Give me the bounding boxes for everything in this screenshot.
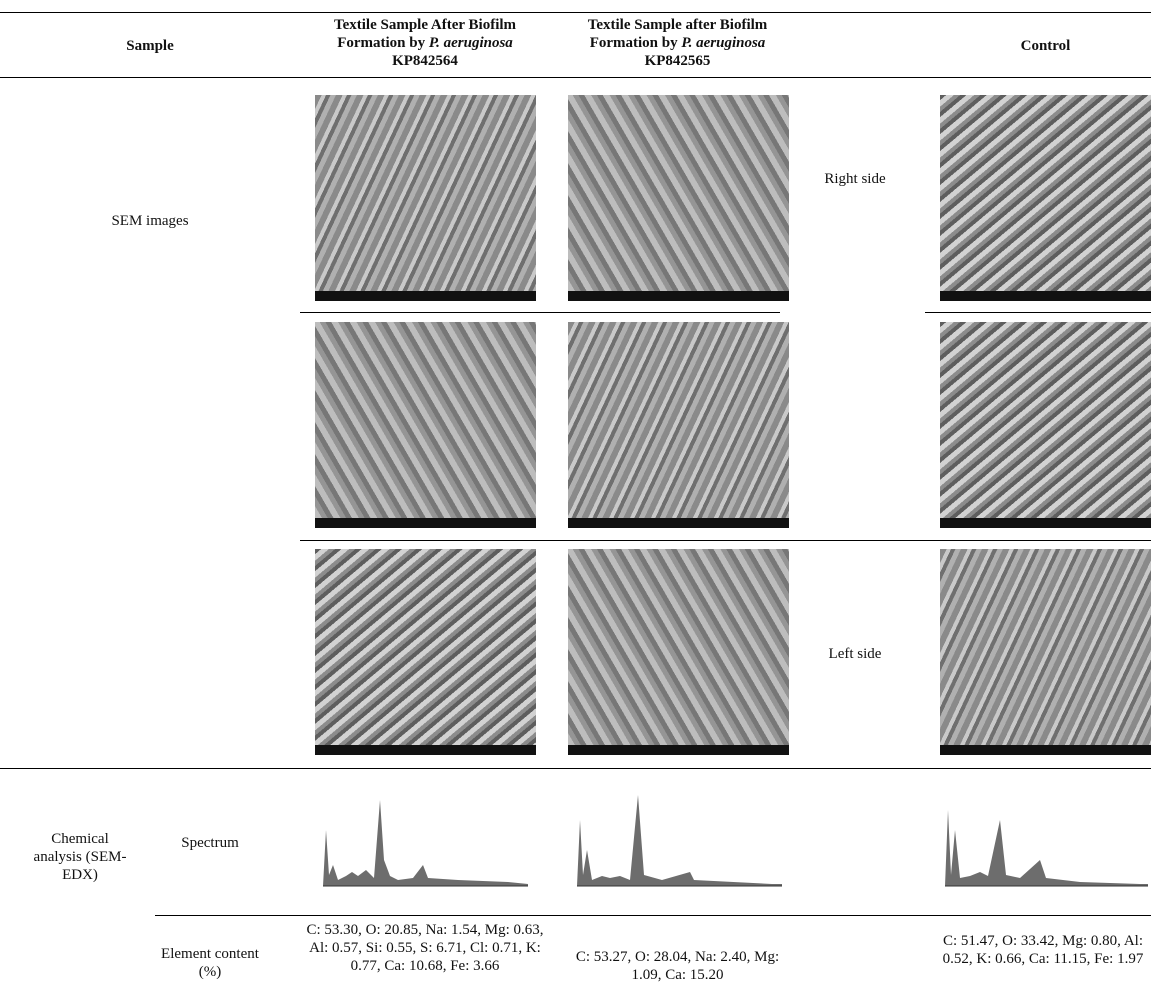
spectrum-image [572,780,787,890]
text: P. aeruginosa [429,35,513,51]
header-rule [0,77,1151,78]
sem-image [315,322,536,528]
chem-label: Chemical analysis (SEM-EDX) [30,830,130,884]
sem-label: SEM images [0,212,300,230]
sem-image [568,322,789,528]
row-rule [300,312,780,313]
header-col2: Textile Sample after Biofilm Formation b… [560,16,795,70]
element-values: C: 51.47, O: 33.42, Mg: 0.80, Al: 0.52, … [935,932,1151,968]
row-rule [925,312,1151,313]
sem-image [940,95,1151,301]
top-rule [0,12,1151,13]
sem-image [568,549,789,755]
page: Sample Textile Sample After Biofilm Form… [0,0,1151,1002]
sem-image [940,322,1151,528]
text: KP842564 [392,53,458,69]
sem-image [568,95,789,301]
sem-image [315,549,536,755]
header-sample: Sample [0,37,300,55]
text: KP842565 [645,53,711,69]
element-label: Element content (%) [155,945,265,981]
right-side-label: Right side [800,170,910,188]
row-rule [300,540,1151,541]
spectrum-image [940,780,1151,890]
row-rule [155,915,1151,916]
spectrum-label: Spectrum [155,834,265,852]
sem-image [315,95,536,301]
spectrum-image [318,780,533,890]
text: P. aeruginosa [681,35,765,51]
header-col1: Textile Sample After Biofilm Formation b… [305,16,545,70]
element-values: C: 53.27, O: 28.04, Na: 2.40, Mg: 1.09, … [560,948,795,984]
header-control: Control [940,37,1151,55]
element-values: C: 53.30, O: 20.85, Na: 1.54, Mg: 0.63, … [305,921,545,975]
section-rule [0,768,1151,769]
left-side-label: Left side [800,645,910,663]
sem-image [940,549,1151,755]
